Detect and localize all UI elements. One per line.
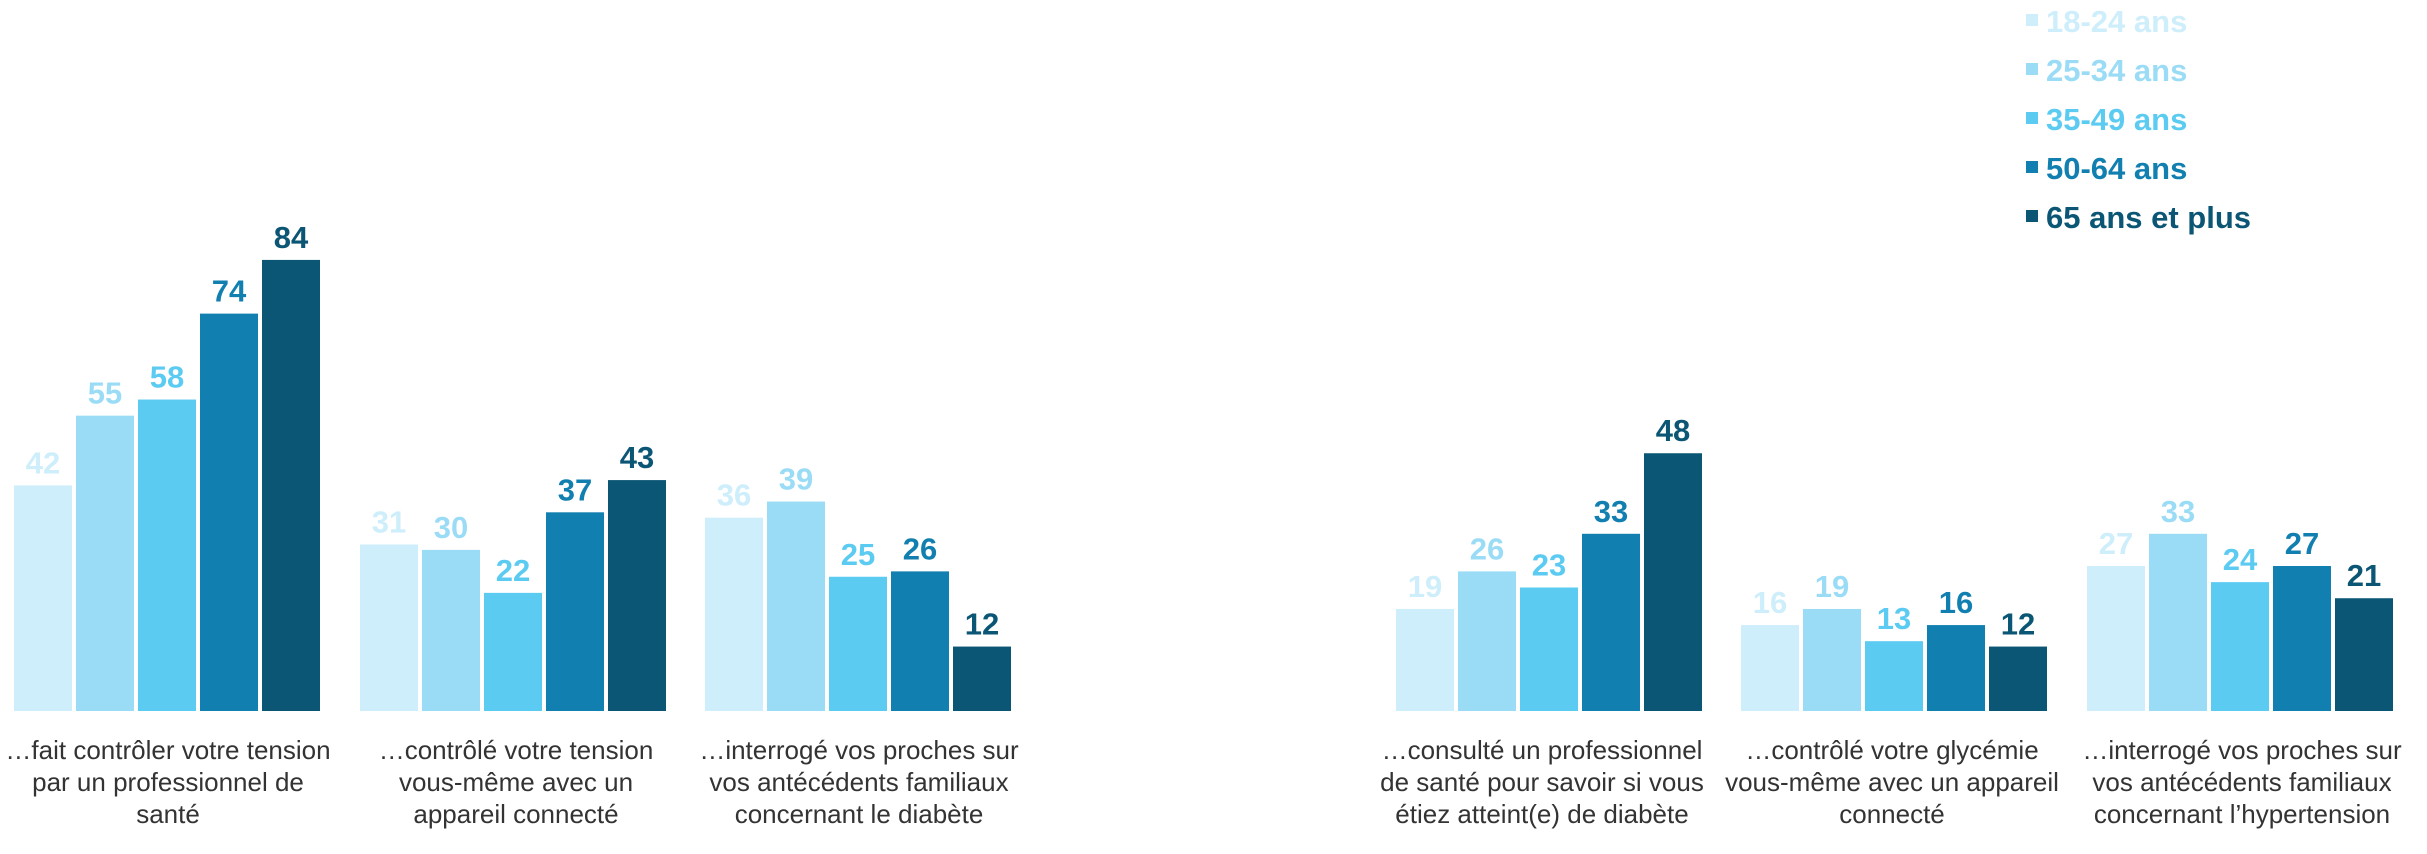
- value-label-g5-s4: 16: [1939, 585, 1973, 620]
- legend-swatch-2: [2026, 63, 2038, 75]
- value-label-g5-s3: 13: [1877, 601, 1911, 636]
- value-label-g3-s2: 39: [779, 462, 813, 497]
- value-label-g6-s4: 27: [2285, 526, 2319, 561]
- value-label-g1-s2: 55: [88, 376, 122, 411]
- bar-g4-s4: [1582, 533, 1640, 711]
- legend-label-4: 50-64 ans: [2046, 151, 2187, 186]
- category-label-5: …contrôlé votre glycémie vous-même avec …: [1725, 735, 2059, 829]
- bar-g2-s1: [360, 544, 418, 711]
- bar-g2-s3: [484, 592, 542, 711]
- value-label-g5-s1: 16: [1753, 585, 1787, 620]
- legend-swatch-1: [2026, 14, 2038, 26]
- bar-g3-s4: [891, 571, 949, 711]
- bar-g5-s1: [1741, 625, 1799, 711]
- value-label-g1-s3: 58: [150, 360, 184, 395]
- value-label-g3-s1: 36: [717, 478, 751, 513]
- value-label-g1-s5: 84: [274, 220, 309, 255]
- value-label-g2-s3: 22: [496, 553, 530, 588]
- category-label-3: …interrogé vos proches sur vos antécéden…: [699, 735, 1019, 829]
- value-label-g1-s4: 74: [212, 274, 247, 309]
- legend-label-1: 18-24 ans: [2046, 4, 2187, 39]
- value-label-g6-s5: 21: [2347, 558, 2381, 593]
- value-label-g4-s1: 19: [1408, 569, 1442, 604]
- value-label-g4-s2: 26: [1470, 531, 1504, 566]
- legend-swatch-4: [2026, 161, 2038, 173]
- legend: 18-24 ans 25-34 ans 35-49 ans 50-64 ans 65 a…: [2026, 4, 2251, 235]
- value-label-g2-s2: 30: [434, 510, 468, 545]
- value-label-g2-s1: 31: [372, 505, 406, 540]
- bar-g4-s1: [1396, 608, 1454, 711]
- bar-g5-s5: [1989, 646, 2047, 711]
- value-label-g2-s5: 43: [620, 440, 654, 475]
- bar-group-3: 36 39 25 26 12: [705, 462, 1011, 711]
- legend-swatch-3: [2026, 112, 2038, 124]
- bar-g5-s4: [1927, 625, 1985, 711]
- bar-g2-s5: [608, 480, 666, 711]
- bar-g4-s2: [1458, 571, 1516, 711]
- value-label-g6-s2: 33: [2161, 494, 2195, 529]
- bar-g3-s1: [705, 517, 763, 711]
- value-label-g4-s5: 48: [1656, 413, 1690, 448]
- value-label-g6-s1: 27: [2099, 526, 2133, 561]
- legend-label-5: 65 ans et plus: [2046, 200, 2251, 235]
- value-label-g2-s4: 37: [558, 472, 592, 507]
- category-label-1: …fait contrôler votre tension par un pro…: [5, 735, 331, 829]
- bar-g3-s5: [953, 646, 1011, 711]
- value-label-g4-s4: 33: [1594, 494, 1628, 529]
- bar-g6-s5: [2335, 598, 2393, 711]
- category-label-4: …consulté un professionnel de santé pour…: [1380, 735, 1704, 829]
- value-label-g3-s5: 12: [965, 607, 999, 642]
- bar-g6-s4: [2273, 566, 2331, 711]
- bar-g1-s1: [14, 485, 72, 711]
- bar-group-2: 31 30 22 37 43: [360, 440, 666, 711]
- legend-label-2: 25-34 ans: [2046, 53, 2187, 88]
- bar-group-1: 42 55 58 74 84: [14, 220, 320, 711]
- bar-g6-s1: [2087, 566, 2145, 711]
- bar-group-4: 19 26 23 33 48: [1396, 413, 1702, 711]
- bar-g1-s3: [138, 399, 196, 711]
- bar-g2-s2: [422, 549, 480, 711]
- value-label-g5-s5: 12: [2001, 607, 2035, 642]
- bar-g4-s3: [1520, 587, 1578, 711]
- bar-g1-s4: [200, 313, 258, 711]
- bar-g1-s2: [76, 415, 134, 711]
- category-label-2: …contrôlé votre tension vous-même avec u…: [378, 735, 654, 829]
- category-label-6: …interrogé vos proches sur vos antécéden…: [2082, 735, 2402, 829]
- value-label-g3-s3: 25: [841, 537, 875, 572]
- bar-group-5: 16 19 13 16 12: [1741, 569, 2047, 711]
- bar-g5-s3: [1865, 641, 1923, 711]
- bar-g6-s3: [2211, 582, 2269, 711]
- value-label-g5-s2: 19: [1815, 569, 1849, 604]
- bar-g4-s5: [1644, 453, 1702, 711]
- legend-label-3: 35-49 ans: [2046, 102, 2187, 137]
- bar-g1-s5: [262, 259, 320, 711]
- bar-g5-s2: [1803, 608, 1861, 711]
- bar-g3-s3: [829, 576, 887, 711]
- bar-group-6: 27 33 24 27 21: [2087, 494, 2393, 711]
- value-label-g3-s4: 26: [903, 531, 937, 566]
- bar-g2-s4: [546, 512, 604, 711]
- value-label-g6-s3: 24: [2223, 542, 2258, 577]
- bar-g6-s2: [2149, 533, 2207, 711]
- legend-swatch-5: [2026, 210, 2038, 222]
- bar-g3-s2: [767, 501, 825, 711]
- value-label-g1-s1: 42: [26, 445, 60, 480]
- value-label-g4-s3: 23: [1532, 547, 1566, 582]
